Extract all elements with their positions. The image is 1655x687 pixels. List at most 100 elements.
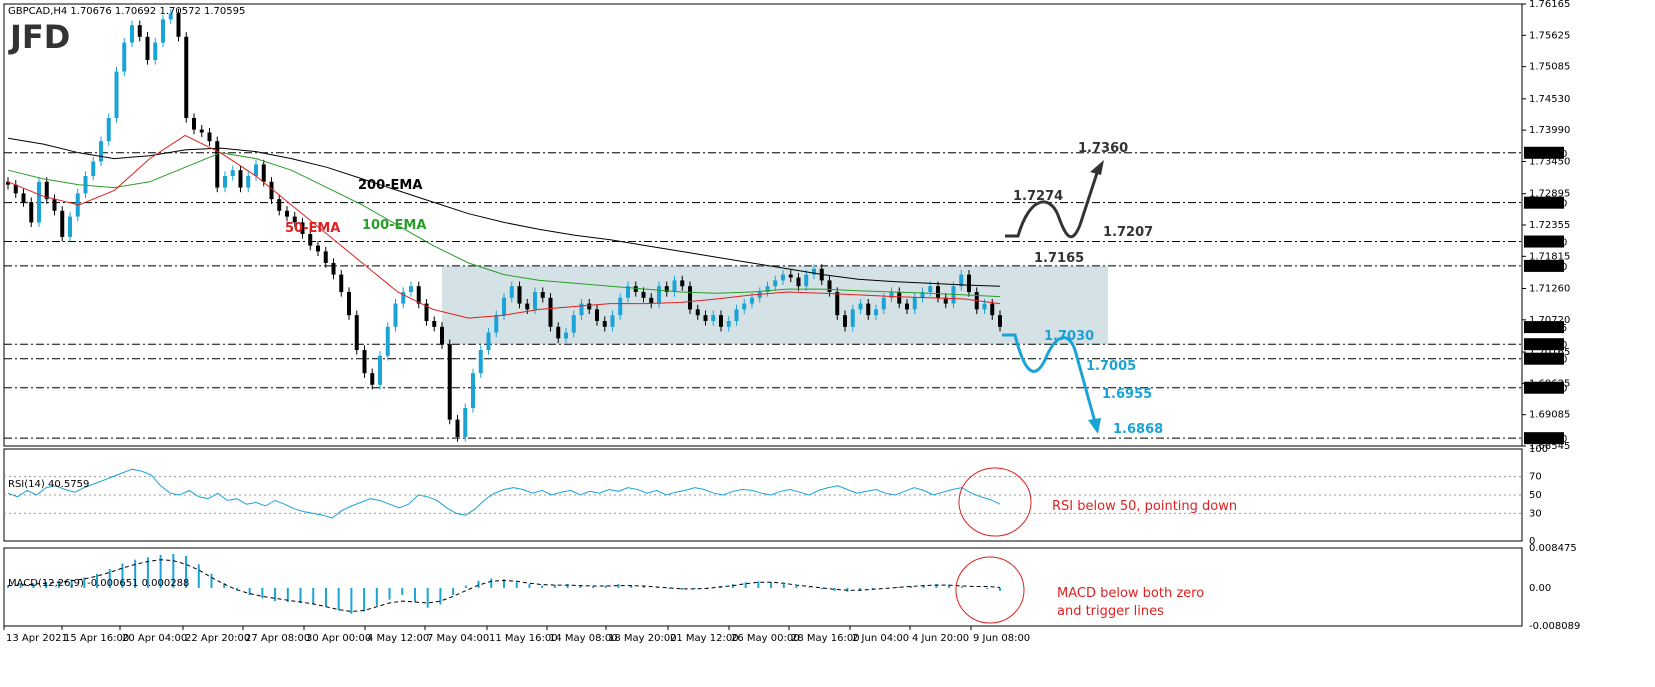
x-tick-label: 4 May 12:00 [367,633,429,644]
candle-body [680,280,685,287]
candle-body [726,320,731,327]
candle-body [161,19,165,43]
macd-panel: 0.008475 0.00 -0.008089 MACD below both zer… [3,543,1580,632]
candle-body [626,286,630,298]
candle-body [145,36,150,60]
candle-body [874,309,878,316]
chart-title: GBPCAD,H4 1.70676 1.70692 1.70572 1.7059… [8,6,245,17]
candle-body [300,222,305,234]
candle-body [199,129,204,133]
candle-body [595,309,599,321]
candle-body [719,315,723,327]
candle-body [850,309,855,327]
candle-body [370,373,375,385]
x-tick-label: 18 May 20:00 [608,633,677,644]
candle-body [486,332,491,351]
macd-signal-line [7,559,1001,613]
level-label-1-7005: 1.7005 [1086,359,1136,374]
candle-body [548,297,553,327]
candle-body [261,164,266,182]
candle-body [83,175,88,194]
rsi-tick-label: 0 [1529,536,1535,547]
price-tag: 1.72740 [1526,199,1567,210]
level-label-1-6868: 1.6868 [1113,422,1163,437]
candle-body [657,286,661,304]
candle-body [192,117,196,130]
up-scenario-path [1005,169,1100,239]
candle-body [331,262,336,275]
rsi-tick-label: 30 [1529,508,1542,519]
candle-body [618,297,623,316]
candle-body [610,315,615,327]
x-tick-label: 20 Apr 04:00 [122,633,187,644]
candle-body [52,199,57,211]
x-tick-label: 11 May 16:00 [489,633,558,644]
price-tag: 1.73600 [1526,149,1567,160]
candle-body [60,210,65,237]
candle-body [936,286,940,298]
rsi-highlight-circle [958,467,1032,537]
current-price-tag: 1.70595 [1526,323,1567,334]
candle-body [478,350,483,374]
candle-body [757,291,762,298]
candle-body [393,303,398,327]
level-label-1-7360: 1.7360 [1078,141,1128,156]
logo: JFD [8,18,70,56]
candle-body [153,42,158,60]
candle-body [323,251,328,263]
price-tag-box [1524,352,1564,365]
candle-body [401,291,406,304]
x-tick-label: 27 Apr 08:00 [245,633,310,644]
candle-body [781,274,785,281]
candle-body [432,320,437,327]
level-label-1-7030: 1.7030 [1044,329,1094,344]
price-tag-box [1524,235,1564,248]
down-arrow-head [1088,418,1101,434]
candle-body [246,175,251,188]
candle-body [579,303,584,316]
macd-highlight-circle [955,556,1025,624]
price-tag: 1.70050 [1526,355,1567,366]
candle-body [238,170,243,188]
rsi-line [7,468,1001,519]
candle-body [409,286,413,292]
candle-body [525,303,530,310]
candle-body [912,297,917,310]
macd-tick-label: 0.00 [1529,583,1551,594]
candle-body [106,117,111,142]
price-tag-box [1524,259,1564,272]
price-tag: 1.68680 [1526,434,1567,445]
ema50-label: 50-EMA [285,221,340,236]
candle-body [277,199,282,211]
candle-body [633,286,638,292]
candle-body [509,286,514,298]
macd-annotation-line-2: and trigger lines [1057,604,1164,619]
candle-body [354,315,359,351]
candle-body [695,309,700,316]
x-tick-label: 30 Apr 00:00 [306,633,371,644]
candle-body [928,286,933,292]
candle-body [858,303,863,310]
candle-body [540,291,545,298]
candle-body [502,297,506,316]
rsi-tick-label: 50 [1529,490,1542,501]
candle-body [773,280,778,287]
candle-body [308,233,313,246]
candle-body [6,181,10,185]
candle-body [292,216,297,223]
rsi-tick-label: 100 [1529,444,1548,455]
y-tick-label: 1.72895 [1529,189,1570,200]
x-tick-label: 14 May 08:00 [549,633,618,644]
candle-body [347,291,351,316]
price-tag-box [1524,196,1564,209]
price-panel: 1.76165 1.75625 1.75085 1.74530 1.73990 1.734… [3,0,1570,452]
y-tick-label: 1.70165 [1529,347,1570,358]
candle-body [99,141,103,162]
price-tag: 1.71650 [1526,262,1567,273]
candle-body [13,184,18,194]
y-tick-label: 1.73990 [1529,125,1570,136]
candle-body [494,315,499,333]
candle-body [455,419,460,438]
candle-body [447,344,452,420]
